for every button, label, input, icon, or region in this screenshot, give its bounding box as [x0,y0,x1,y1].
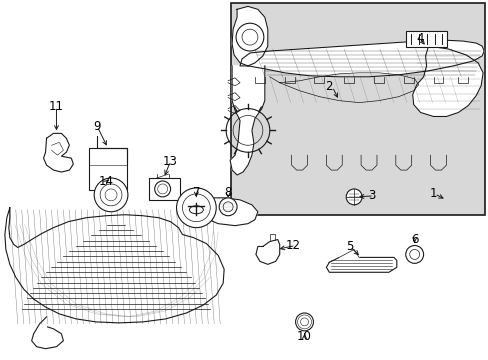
Text: 3: 3 [367,189,375,202]
Circle shape [295,313,313,331]
Text: 9: 9 [93,120,101,133]
Circle shape [405,246,423,264]
Polygon shape [5,208,224,323]
Text: 8: 8 [224,186,231,199]
Polygon shape [255,239,279,264]
Circle shape [154,181,170,197]
Text: 12: 12 [285,239,301,252]
Text: 11: 11 [49,100,64,113]
Bar [148,178,180,200]
Polygon shape [339,249,358,257]
Polygon shape [195,198,257,226]
Bar [231,3,484,215]
Text: 14: 14 [99,175,113,189]
Bar [405,31,447,47]
Polygon shape [230,66,264,175]
Text: 5: 5 [346,240,353,253]
Circle shape [346,189,361,205]
Polygon shape [325,257,396,272]
Circle shape [94,178,128,212]
Text: 6: 6 [410,233,418,246]
Circle shape [219,198,237,216]
Polygon shape [240,40,483,77]
Text: 4: 4 [415,32,423,45]
Text: 10: 10 [297,330,311,343]
Circle shape [176,188,216,228]
Text: 7: 7 [192,186,200,199]
Text: 2: 2 [325,80,332,93]
Polygon shape [43,133,73,172]
Polygon shape [232,6,267,66]
Bar [89,148,127,190]
Text: 13: 13 [163,155,178,168]
Text: 1: 1 [429,188,436,201]
Polygon shape [412,46,482,117]
